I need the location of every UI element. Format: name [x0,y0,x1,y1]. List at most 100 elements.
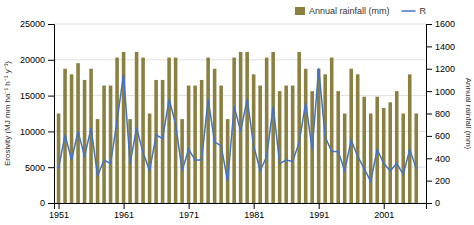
bar [206,58,210,203]
grid-line [54,24,426,25]
tick-label: 15000 [20,91,45,101]
bar [102,86,106,203]
bar [349,69,353,203]
tick: 1200 [426,64,455,74]
bar [304,69,308,203]
bars [57,52,418,203]
bar [83,80,87,203]
tick: 1971 [179,203,199,220]
bar [245,52,249,203]
tick-mark [426,91,432,92]
bar [232,58,236,203]
bar [388,102,392,203]
tick-label: 1971 [179,210,199,220]
plot: 1951196119711981199120010500010000150002… [3,19,473,220]
tick-mark [48,131,54,132]
tick-mark [426,136,432,137]
tick: 20000 [20,55,54,65]
bar [271,52,275,203]
tick: 10000 [20,127,54,137]
tick-mark [48,167,54,168]
bar [330,58,334,203]
y-axis: 0 5000 10000 15000 20000 25000 [20,19,55,208]
tick-mark [48,203,54,204]
grid [54,24,426,203]
tick-label: 1991 [309,210,329,220]
bar [193,86,197,203]
tick: 800 [426,109,450,119]
tick-label: 5000 [25,163,45,173]
tick-mark [59,203,60,209]
tick: 2001 [374,203,394,220]
tick-mark [48,24,54,25]
bar [382,108,386,203]
x-axis: 1951 1961 1971 1981 1991 2001 [49,203,426,220]
tick-mark [124,203,125,209]
tick-label: 600 [435,131,450,141]
axis-line [427,25,433,204]
tick-mark [426,181,432,182]
chart: 1951196119711981199120010500010000150002… [0,0,474,225]
tick-label: 2001 [374,210,394,220]
bar [362,97,366,203]
tick: 1961 [114,203,134,220]
marks [57,52,418,203]
bar [187,86,191,203]
bar [401,114,405,204]
axis-line [55,204,427,210]
tick: 1400 [426,42,455,52]
tick-label: 0 [40,198,45,208]
tick-label: 25000 [20,19,45,29]
tick-mark [426,158,432,159]
tick: 25000 [20,19,54,29]
bar [343,114,347,204]
tick-mark [319,203,320,209]
tick-mark [426,114,432,115]
tick-label: 200 [435,176,450,186]
legend-item: R [402,6,427,16]
tick-mark [426,24,432,25]
legend-label: R [420,6,427,16]
tick-label: 1200 [435,64,455,74]
bar [141,58,145,203]
bar [148,114,152,204]
tick-label: 1981 [244,210,264,220]
tick: 200 [426,176,450,186]
tick-mark [48,96,54,97]
tick: 15000 [20,91,54,101]
bar [356,74,360,203]
tick-label: 1600 [435,19,455,29]
tick: 1000 [426,87,455,97]
tick: 1991 [309,203,329,220]
legend: Annual rainfall (mm) R [295,6,427,16]
bar [167,58,171,203]
tick: 1600 [426,19,455,29]
bar [265,58,269,203]
tick-label: 1951 [49,210,69,220]
bar [109,86,113,203]
tick-label: 1400 [435,42,455,52]
bar [369,114,373,204]
tick: 0 [40,198,54,208]
tick-mark [384,203,385,209]
bar [161,80,165,203]
tick-mark [426,69,432,70]
tick-label: 1961 [114,210,134,220]
legend-swatch [402,10,416,12]
tick-mark [189,203,190,209]
y2-axis-title: Annual rainfall (mm) [464,78,473,150]
legend-label: Annual rainfall (mm) [309,6,390,16]
bar [70,74,74,203]
tick: 400 [426,154,450,164]
tick: 1981 [244,203,264,220]
tick: 0 [426,198,440,208]
tick-label: 1000 [435,87,455,97]
tick-mark [426,203,432,204]
tick-label: 400 [435,154,450,164]
axis-line [48,25,55,204]
legend-item: Annual rainfall (mm) [295,6,390,16]
bar [297,52,301,203]
tick: 5000 [25,163,54,173]
tick: 1951 [49,203,69,220]
bar [284,86,288,203]
